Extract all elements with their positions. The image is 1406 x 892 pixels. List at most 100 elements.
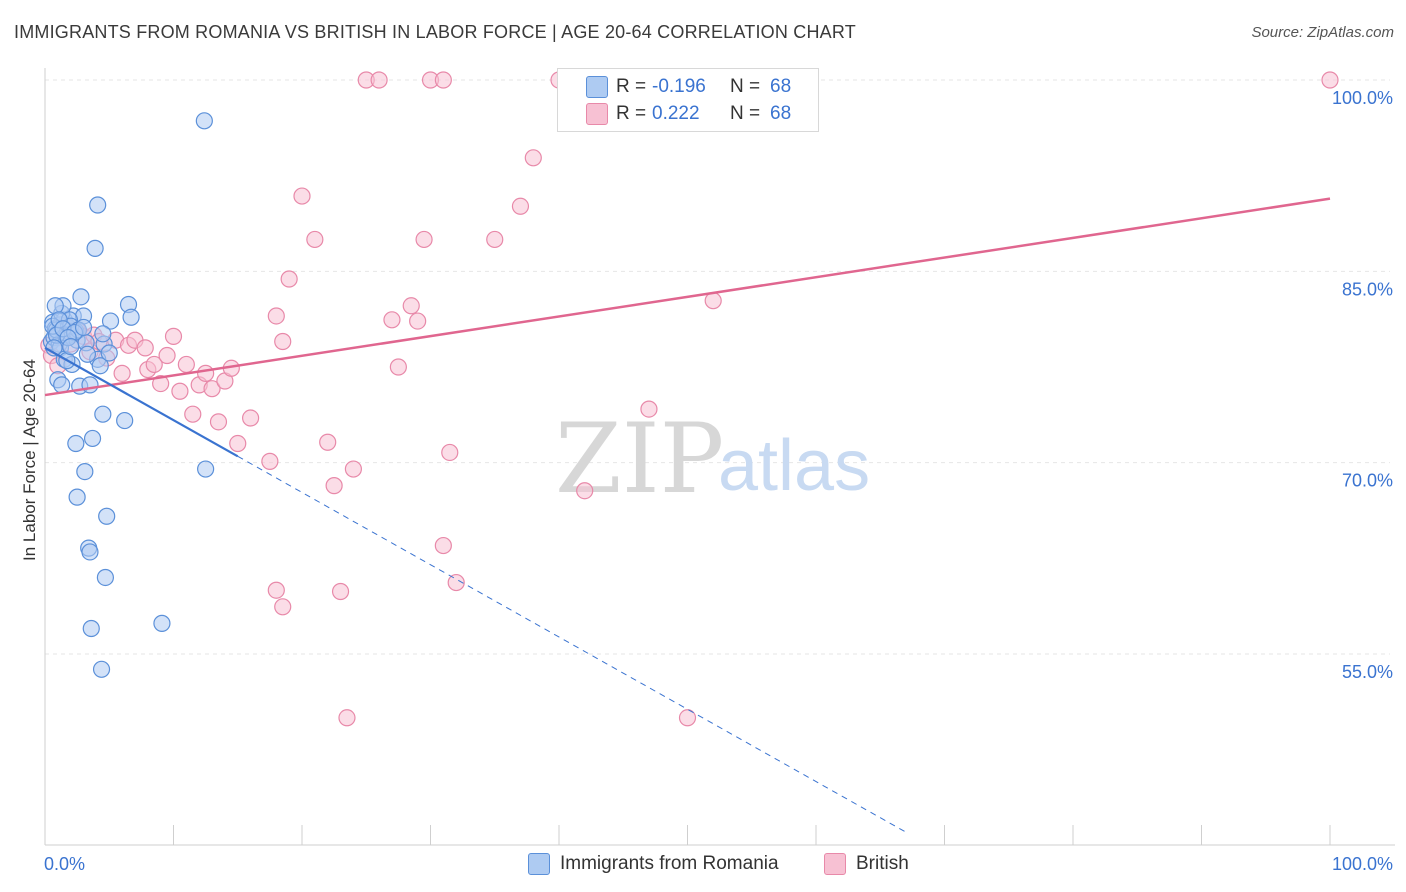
bottom-legend-romania: Immigrants from Romania (528, 852, 779, 876)
bottom-legend-label-british: British (856, 853, 909, 874)
british-point-44 (370, 71, 388, 89)
chart-title: IMMIGRANTS FROM ROMANIA VS BRITISH IN LA… (14, 22, 856, 42)
romania-point-63 (195, 112, 213, 130)
british-point-16 (136, 339, 154, 357)
british-point-53 (434, 536, 452, 555)
british-point-34 (267, 307, 285, 325)
romania-point-22 (46, 297, 64, 315)
british-point-18 (145, 355, 163, 374)
romania-point-56 (81, 543, 99, 561)
romania-point-53 (68, 488, 86, 506)
british-point-62 (678, 709, 697, 727)
axes (44, 68, 1395, 846)
romania-point-51 (83, 429, 102, 448)
romania-point-57 (96, 568, 114, 587)
british-point-37 (293, 187, 311, 205)
british-point-49 (415, 230, 433, 249)
legend-n-value-romania: 68 (770, 76, 792, 97)
legend-r-value-british: 0.222 (652, 103, 700, 124)
british-point-33 (261, 452, 279, 470)
gridlines (45, 79, 1390, 655)
romania-point-61 (86, 239, 104, 257)
y-tick-label-2: 70.0% (1342, 471, 1393, 491)
legend-r-value-romania: -0.196 (652, 76, 706, 97)
british-point-38 (306, 230, 324, 249)
x-tick-label-1: 100.0% (1332, 854, 1393, 874)
romania-point-49 (116, 411, 134, 430)
romania-point-59 (153, 614, 171, 632)
british-point-31 (229, 434, 247, 453)
british-point-21 (164, 327, 183, 345)
romania-point-67 (62, 337, 80, 356)
british-points (40, 71, 1339, 727)
british-point-54 (447, 573, 465, 592)
british-point-24 (184, 405, 202, 423)
legend-n-label: N = (730, 103, 761, 124)
british-point-67 (274, 598, 292, 616)
tick-labels: 100.0% 85.0% 70.0% 55.0% 0.0% 100.0% (44, 88, 1393, 874)
source-label: Source: ZipAtlas.com (1251, 24, 1394, 41)
british-point-66 (267, 581, 285, 599)
watermark-atlas: atlas (718, 426, 870, 506)
british-point-55 (486, 230, 504, 249)
british-point-41 (331, 582, 350, 601)
legend-r-label: R = (616, 76, 647, 97)
romania-point-60 (92, 660, 111, 678)
romania-trend-line-extension (237, 455, 907, 833)
romania-point-18 (72, 288, 90, 306)
british-point-47 (402, 297, 420, 315)
romania-point-40 (78, 345, 97, 363)
british-point-63 (704, 292, 722, 310)
romania-point-52 (76, 462, 94, 481)
british-point-40 (325, 477, 343, 495)
romania-point-66 (74, 318, 93, 337)
y-tick-label-3: 55.0% (1342, 662, 1393, 682)
romania-point-39 (122, 308, 140, 326)
watermark-zip: ZIP (555, 403, 724, 515)
british-point-32 (242, 409, 260, 427)
legend-r-label: R = (616, 103, 647, 124)
y-tick-label-0: 100.0% (1332, 88, 1393, 108)
y-tick-label-1: 85.0% (1342, 279, 1393, 299)
british-trend-line (44, 197, 1331, 397)
correlation-legend: R = -0.196 N = 68 R = 0.222 N = 68 (557, 68, 819, 132)
british-point-35 (274, 332, 292, 351)
watermark: ZIP atlas (555, 403, 870, 515)
romania-point-64 (197, 460, 215, 478)
bottom-legend-swatch-romania (528, 853, 550, 875)
british-point-52 (441, 443, 459, 462)
british-point-13 (113, 364, 131, 382)
british-point-22 (171, 382, 189, 400)
romania-trend-line (44, 346, 239, 458)
british-point-26 (197, 364, 215, 382)
legend-swatch-british (586, 103, 608, 125)
british-point-46 (389, 358, 407, 376)
romania-point-32 (81, 376, 99, 394)
bottom-legend-british: British (824, 852, 909, 876)
british-point-27 (203, 380, 221, 398)
bottom-legend-swatch-british (824, 853, 846, 875)
british-point-36 (280, 270, 298, 288)
british-point-28 (209, 413, 228, 431)
british-point-57 (524, 149, 542, 167)
y-axis-label: In Labor Force | Age 20-64 (20, 359, 39, 561)
british-point-51 (434, 71, 452, 89)
british-point-45 (383, 311, 401, 329)
british-point-65 (338, 709, 356, 727)
romania-point-62 (89, 196, 107, 214)
legend-n-value-british: 68 (770, 103, 792, 124)
romania-points (42, 112, 215, 678)
british-point-56 (511, 197, 530, 215)
x-tick-label-0: 0.0% (44, 854, 85, 874)
romania-point-34 (91, 357, 109, 375)
romania-point-50 (67, 434, 85, 453)
british-point-39 (319, 433, 337, 451)
british-point-48 (409, 312, 427, 330)
british-point-59 (576, 482, 594, 500)
romania-point-48 (94, 405, 112, 423)
romania-point-37 (94, 325, 112, 343)
romania-point-58 (82, 619, 100, 638)
legend-n-label: N = (730, 76, 761, 97)
legend-swatch-romania (586, 76, 608, 98)
